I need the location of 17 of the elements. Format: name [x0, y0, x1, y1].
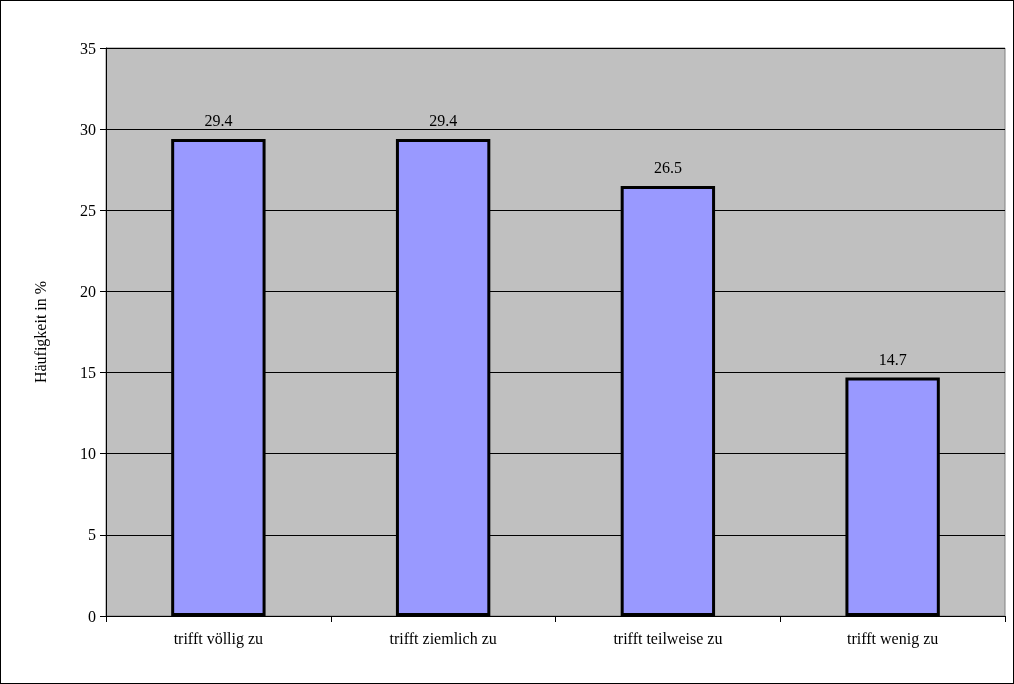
- y-tick-label: 30: [80, 120, 96, 138]
- y-axis-title: Häufigkeit in %: [31, 280, 50, 384]
- data-label: 14.7: [878, 350, 907, 368]
- y-tick-label: 25: [80, 201, 96, 219]
- data-label: 29.4: [429, 112, 458, 130]
- data-label: 29.4: [204, 112, 233, 130]
- y-tick-label: 10: [80, 445, 96, 463]
- data-label: 26.5: [653, 159, 682, 177]
- x-tick-label: trifft teilweise zu: [613, 629, 723, 647]
- x-tick-label: trifft ziemlich zu: [389, 629, 497, 647]
- y-tick-label: 35: [80, 39, 96, 57]
- y-tick-label: 5: [88, 526, 96, 544]
- x-tick-label: trifft völlig zu: [173, 629, 264, 648]
- y-tick-label: 15: [80, 364, 96, 382]
- y-tick-label: 0: [88, 607, 96, 625]
- x-tick-label: trifft wenig zu: [847, 629, 939, 648]
- y-tick-label: 20: [80, 282, 96, 300]
